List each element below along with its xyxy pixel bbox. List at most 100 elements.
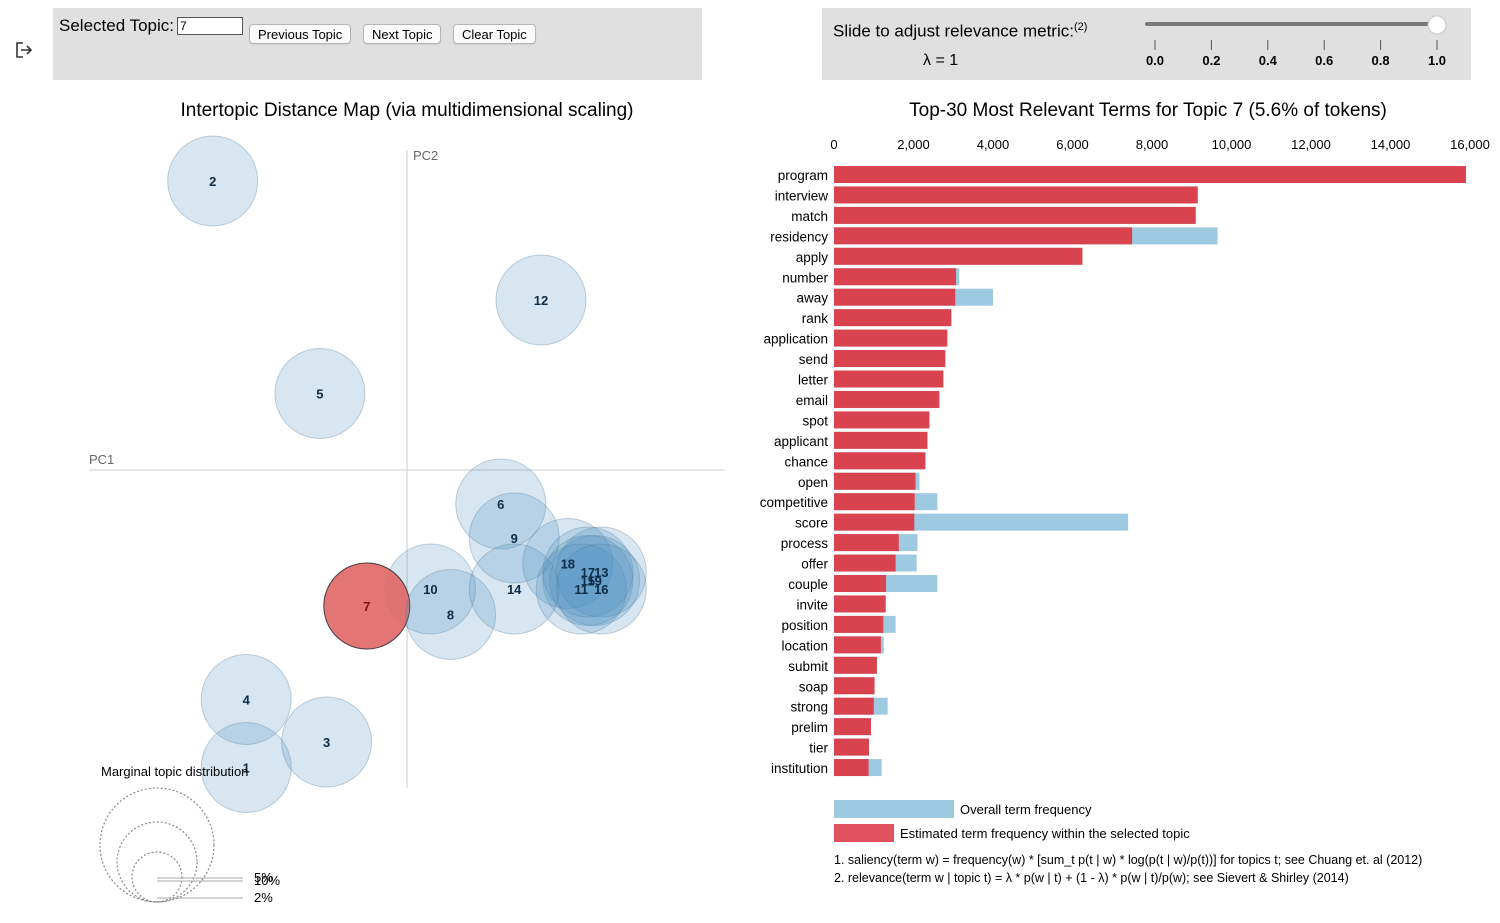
topic-circle-18[interactable] <box>522 518 614 609</box>
topic-circle-13[interactable] <box>555 526 647 618</box>
bar-topic-rank <box>834 309 952 327</box>
term-label[interactable]: match <box>791 209 828 224</box>
term-label[interactable]: send <box>799 352 828 367</box>
term-label[interactable]: apply <box>796 250 829 265</box>
bar-overall-number <box>834 268 960 286</box>
topic-circle-15[interactable] <box>542 535 634 626</box>
topic-circle-1[interactable] <box>200 722 292 813</box>
bar-topic-soap <box>834 677 875 695</box>
bar-overall-institution <box>834 759 882 777</box>
term-label[interactable]: soap <box>799 679 828 694</box>
term-label[interactable]: process <box>781 536 829 551</box>
term-label[interactable]: email <box>796 393 828 408</box>
term-label[interactable]: spot <box>802 413 828 428</box>
term-label[interactable]: application <box>763 332 828 347</box>
term-label[interactable]: away <box>796 291 828 306</box>
term-label[interactable]: location <box>781 638 828 653</box>
topic-circle-8[interactable] <box>405 569 497 660</box>
bar-topic-applicant <box>834 431 928 449</box>
topic-circle-9[interactable] <box>468 492 560 584</box>
slider-tick-label: 0.4 <box>1259 53 1278 68</box>
topic-circle-19[interactable] <box>549 535 641 626</box>
term-label[interactable]: tier <box>809 741 828 756</box>
topic-label-5: 5 <box>316 387 323 402</box>
bar-overall-letter <box>834 370 944 388</box>
term-label[interactable]: letter <box>798 373 829 388</box>
slider-thumb[interactable] <box>1427 15 1447 35</box>
bar-overall-residency <box>834 227 1218 245</box>
legend-topic-swatch <box>834 824 894 842</box>
term-label[interactable]: couple <box>788 577 828 592</box>
bar-overall-email <box>834 390 940 408</box>
size-legend-label: 10% <box>254 873 280 888</box>
bar-topic-apply <box>834 247 1083 265</box>
slider-track[interactable] <box>1145 22 1438 26</box>
selected-topic-input[interactable] <box>177 17 243 35</box>
next-topic-button[interactable]: Next Topic <box>363 24 442 44</box>
topic-label-12: 12 <box>534 293 548 308</box>
bar-overall-invite <box>834 595 886 613</box>
term-label[interactable]: invite <box>796 597 828 612</box>
bar-topic-offer <box>834 554 896 572</box>
term-label[interactable]: position <box>781 618 828 633</box>
previous-topic-button[interactable]: Previous Topic <box>249 24 352 44</box>
bar-topic-prelim <box>834 718 871 736</box>
bar-topic-location <box>834 636 881 654</box>
term-label[interactable]: number <box>782 270 828 285</box>
x-tick-label: 2,000 <box>897 137 930 152</box>
export-icon[interactable] <box>14 40 34 60</box>
topic-circle-4[interactable] <box>200 654 292 745</box>
relevance-slider-panel: Slide to adjust relevance metric:(2) λ =… <box>822 8 1471 80</box>
term-label[interactable]: program <box>778 168 828 183</box>
topic-circle-17[interactable] <box>542 526 634 618</box>
bar-overall-tier <box>834 738 869 756</box>
topic-label-19: 19 <box>587 574 601 589</box>
term-label[interactable]: chance <box>784 454 828 469</box>
legend-overall-swatch <box>834 800 954 818</box>
term-label[interactable]: strong <box>790 700 828 715</box>
bar-overall-soap <box>834 677 875 695</box>
footnote-saliency: 1. saliency(term w) = frequency(w) * [su… <box>834 853 1422 867</box>
bar-topic-spot <box>834 411 930 429</box>
topic-circle-16[interactable] <box>555 543 647 635</box>
term-label[interactable]: residency <box>770 229 828 244</box>
term-label[interactable]: competitive <box>760 495 828 510</box>
bar-overall-position <box>834 615 896 633</box>
term-label[interactable]: institution <box>771 761 828 776</box>
topic-circle-5[interactable] <box>274 348 366 439</box>
bar-overall-prelim <box>834 718 871 736</box>
term-label[interactable]: rank <box>802 311 829 326</box>
topic-circle-3[interactable] <box>281 696 373 788</box>
topic-circle-12[interactable] <box>495 254 587 346</box>
term-label[interactable]: submit <box>788 659 828 674</box>
topic-selection-panel: Selected Topic: Previous Topic Next Topi… <box>53 8 702 80</box>
topic-circle-14[interactable] <box>468 543 560 635</box>
relevance-slider[interactable]: 0.0 0.2 0.4 0.6 0.8 1.0 <box>822 8 1471 80</box>
topic-circle-11[interactable] <box>535 543 627 635</box>
topic-circle-7[interactable] <box>323 562 411 650</box>
bar-topic-send <box>834 350 946 368</box>
topic-label-18: 18 <box>561 557 575 572</box>
topic-label-1: 1 <box>243 761 250 776</box>
footnote-relevance: 2. relevance(term w | topic t) = λ * p(w… <box>834 871 1349 885</box>
pc1-label: PC1 <box>89 452 114 467</box>
x-tick-label: 8,000 <box>1136 137 1169 152</box>
term-label[interactable]: score <box>795 516 828 531</box>
bar-overall-applicant <box>834 431 928 449</box>
topic-circle-2[interactable] <box>167 135 259 227</box>
term-label[interactable]: offer <box>801 557 828 572</box>
bar-overall-send <box>834 350 946 368</box>
bar-overall-competitive <box>834 493 938 511</box>
lambda-readout: λ = 1 <box>923 52 959 69</box>
term-label[interactable]: open <box>798 475 828 490</box>
clear-topic-button[interactable]: Clear Topic <box>453 24 536 44</box>
term-label[interactable]: interview <box>775 188 829 203</box>
slider-footnote: (2) <box>1073 21 1088 33</box>
term-label[interactable]: applicant <box>774 434 828 449</box>
topic-label-7: 7 <box>363 599 370 614</box>
term-label[interactable]: prelim <box>791 720 828 735</box>
bar-topic-process <box>834 534 899 552</box>
topic-circle-6[interactable] <box>455 458 547 550</box>
bar-topic-application <box>834 329 948 347</box>
bar-overall-match <box>834 206 1196 224</box>
